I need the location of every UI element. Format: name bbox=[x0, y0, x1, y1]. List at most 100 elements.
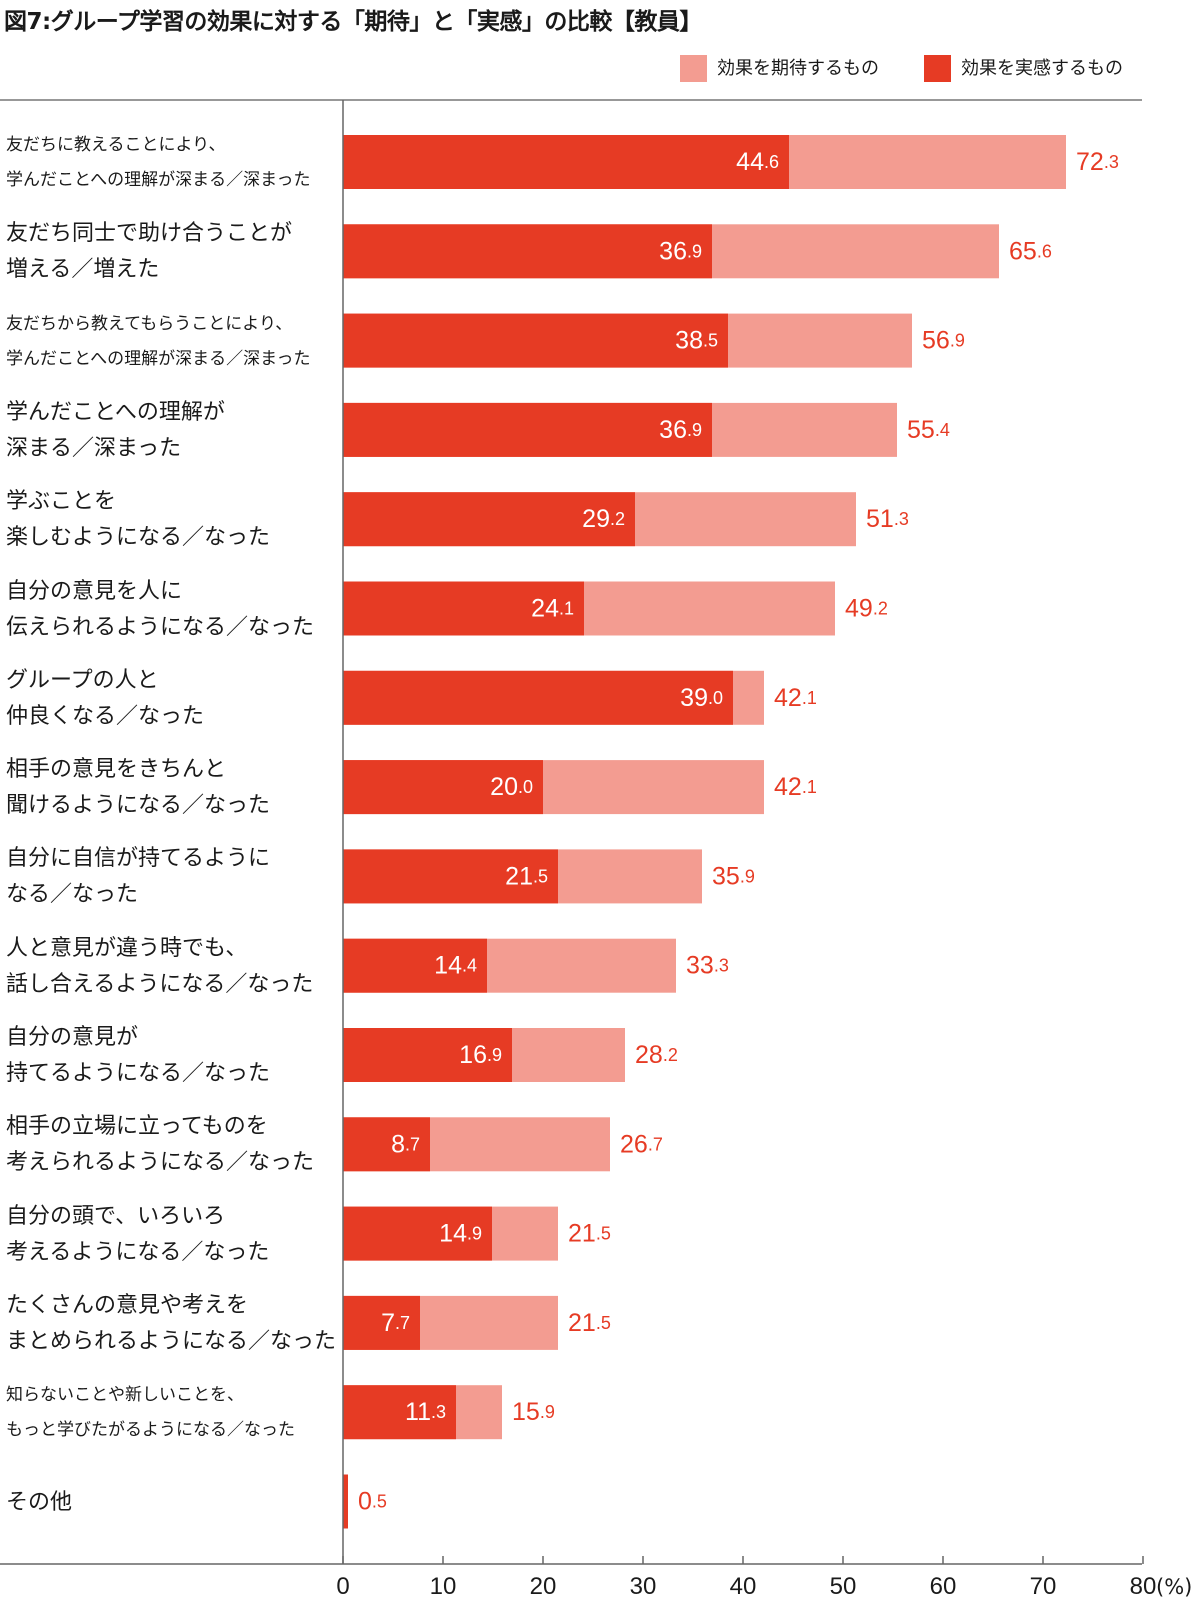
legend-label-actual: 効果を実感するもの bbox=[961, 58, 1123, 79]
category-label-line: なる／なった bbox=[6, 882, 139, 908]
category-label: その他 bbox=[6, 1485, 336, 1521]
bar-actual bbox=[343, 760, 543, 815]
x-tick-label: 50 bbox=[830, 1573, 857, 1600]
legend-label-expect: 効果を期待するもの bbox=[717, 58, 879, 79]
category-label: グループの人と仲良くなる／なった bbox=[6, 663, 336, 735]
x-tick-label: 30 bbox=[630, 1573, 657, 1600]
category-label-line: 自分の意見が bbox=[6, 1025, 139, 1050]
category-label: たくさんの意見や考えをまとめられるようになる／なった bbox=[6, 1288, 336, 1360]
category-label-line: 自分に自信が持てるように bbox=[6, 846, 271, 872]
value-label-expect: 65.6 bbox=[1009, 237, 1052, 265]
value-label-expect: 42.1 bbox=[774, 683, 817, 711]
category-label-line: 聞けるようになる／なった bbox=[6, 793, 271, 819]
category-label-line: 楽しむようになる／なった bbox=[6, 525, 271, 551]
category-label-line: 自分の意見を人に bbox=[6, 578, 183, 604]
bar-actual bbox=[343, 1206, 492, 1261]
bar-actual bbox=[343, 1295, 420, 1350]
bar-actual bbox=[343, 581, 584, 636]
bar-actual bbox=[343, 402, 712, 457]
value-label-expect: 49.2 bbox=[845, 594, 888, 622]
bar-actual bbox=[343, 1385, 456, 1440]
x-tick-label: 60 bbox=[930, 1573, 957, 1600]
value-label-expect: 33.3 bbox=[686, 951, 729, 979]
category-label-line: 自分の頭で、いろいろ bbox=[6, 1203, 226, 1229]
category-label-line: 学んだことへの理解が bbox=[6, 399, 225, 425]
x-tick-label: 0 bbox=[336, 1573, 349, 1600]
value-label-expect: 21.5 bbox=[568, 1219, 611, 1247]
bar-actual bbox=[343, 313, 728, 368]
category-label-line: 人と意見が違う時でも、 bbox=[6, 935, 248, 961]
category-label-line: 相手の意見をきちんと bbox=[6, 757, 227, 783]
value-label-expect: 26.7 bbox=[620, 1130, 663, 1158]
value-label-actual: 11.3 bbox=[405, 1398, 446, 1426]
legend-swatch-actual bbox=[924, 55, 951, 82]
value-label-expect: 51.3 bbox=[866, 505, 909, 533]
category-label: 学んだことへの理解が 深まる／深まった bbox=[6, 395, 336, 467]
category-label-line: グループの人と bbox=[6, 667, 159, 693]
category-label-line: 知らないことや新しいことを、 bbox=[6, 1385, 244, 1406]
category-label-line: 学ぶことを bbox=[6, 489, 117, 515]
category-label-line: 考えるようになる／なった bbox=[6, 1239, 270, 1265]
bar-actual bbox=[343, 670, 733, 725]
value-label-actual: 24.1 bbox=[531, 594, 574, 622]
category-label-line: もっと学びたがるようになる／なった bbox=[6, 1420, 295, 1441]
value-label-actual: 36.9 bbox=[659, 416, 702, 444]
category-label-line: 友だち同士で助け合うことが bbox=[6, 221, 293, 247]
category-label-line: その他 bbox=[6, 1489, 73, 1515]
category-label: 自分に自信が持てるように なる／なった bbox=[6, 841, 336, 913]
category-label-line: 友だちに教えることにより、 bbox=[6, 135, 226, 155]
legend-swatch-expect bbox=[680, 55, 707, 82]
value-label-expect: 15.9 bbox=[512, 1398, 555, 1426]
category-label-line: 話し合えるようになる／なった bbox=[6, 971, 314, 997]
category-label: 自分の意見が 持てるようになる／なった bbox=[6, 1020, 336, 1092]
bar-actual bbox=[343, 1117, 430, 1172]
category-label: 友だち同士で助け合うことが 増える／増えた bbox=[6, 216, 336, 288]
category-label-line: 考えられるようになる／なった bbox=[6, 1150, 315, 1176]
bar-actual bbox=[343, 938, 487, 993]
category-label-line: 伝えられるようになる／なった bbox=[6, 614, 315, 640]
category-label-line: たくさんの意見や考えを bbox=[6, 1292, 249, 1318]
value-label-expect: 72.3 bbox=[1076, 148, 1119, 176]
value-label-actual: 7.7 bbox=[381, 1309, 410, 1337]
value-label-expect: 55.4 bbox=[907, 416, 950, 444]
bar-actual bbox=[343, 849, 558, 904]
category-label-line: まとめられるようになる／なった bbox=[6, 1328, 337, 1354]
category-label-line: 仲良くなる／なった bbox=[6, 703, 205, 729]
x-tick-label: 10 bbox=[430, 1573, 457, 1600]
value-label-actual: 21.5 bbox=[505, 862, 548, 890]
x-tick-label: 80 bbox=[1130, 1573, 1157, 1600]
category-label-line: 相手の立場に立ってものを bbox=[6, 1114, 268, 1140]
bar-expect bbox=[343, 1474, 348, 1529]
category-label-line: 深まる／深まった bbox=[6, 435, 182, 461]
category-label: 学ぶことを楽しむようになる／なった bbox=[6, 484, 336, 556]
category-label-line: 学んだことへの理解が深まる／深まった bbox=[6, 348, 311, 369]
value-label-expect: 42.1 bbox=[774, 773, 817, 801]
category-label: 友だちから教えてもらうことにより、 学んだことへの理解が深まる／深まった bbox=[6, 307, 336, 377]
x-tick-label: 20 bbox=[530, 1573, 557, 1600]
value-label-actual: 38.5 bbox=[675, 326, 718, 354]
value-label-expect: 28.2 bbox=[635, 1041, 678, 1069]
value-label-expect: 0.5 bbox=[358, 1487, 387, 1515]
category-label: 自分の頭で、いろいろ考えるようになる／なった bbox=[6, 1199, 336, 1271]
category-label: 友だちに教えることにより、学んだことへの理解が深まる／深まった bbox=[6, 128, 336, 198]
category-label-line: 学んだことへの理解が深まる／深まった bbox=[6, 170, 311, 190]
chart-title: 図7:グループ学習の効果に対する「期待」と「実感」の比較【教員】 bbox=[4, 9, 702, 35]
category-label: 自分の意見を人に伝えられるようになる／なった bbox=[6, 574, 336, 646]
value-label-actual: 36.9 bbox=[659, 237, 702, 265]
value-label-actual: 14.9 bbox=[439, 1219, 482, 1247]
x-tick-label: 40 bbox=[730, 1573, 757, 1600]
value-label-actual: 14.4 bbox=[434, 951, 477, 979]
category-label-line: 友だちから教えてもらうことにより、 bbox=[6, 313, 293, 334]
bar-actual bbox=[343, 135, 789, 189]
category-label: 相手の意見をきちんと聞けるようになる／なった bbox=[6, 752, 336, 824]
value-label-actual: 44.6 bbox=[736, 148, 779, 176]
category-label: 相手の立場に立ってものを考えられるようになる／なった bbox=[6, 1109, 336, 1181]
bar-actual bbox=[343, 1028, 512, 1082]
category-label: 知らないことや新しいことを、もっと学びたがるようになる／なった bbox=[6, 1378, 336, 1448]
value-label-actual: 39.0 bbox=[680, 683, 723, 711]
x-tick-label: 70 bbox=[1030, 1573, 1057, 1600]
value-label-actual: 16.9 bbox=[459, 1041, 502, 1069]
x-axis-unit: (%) bbox=[1156, 1575, 1192, 1599]
bar-actual bbox=[343, 224, 712, 279]
